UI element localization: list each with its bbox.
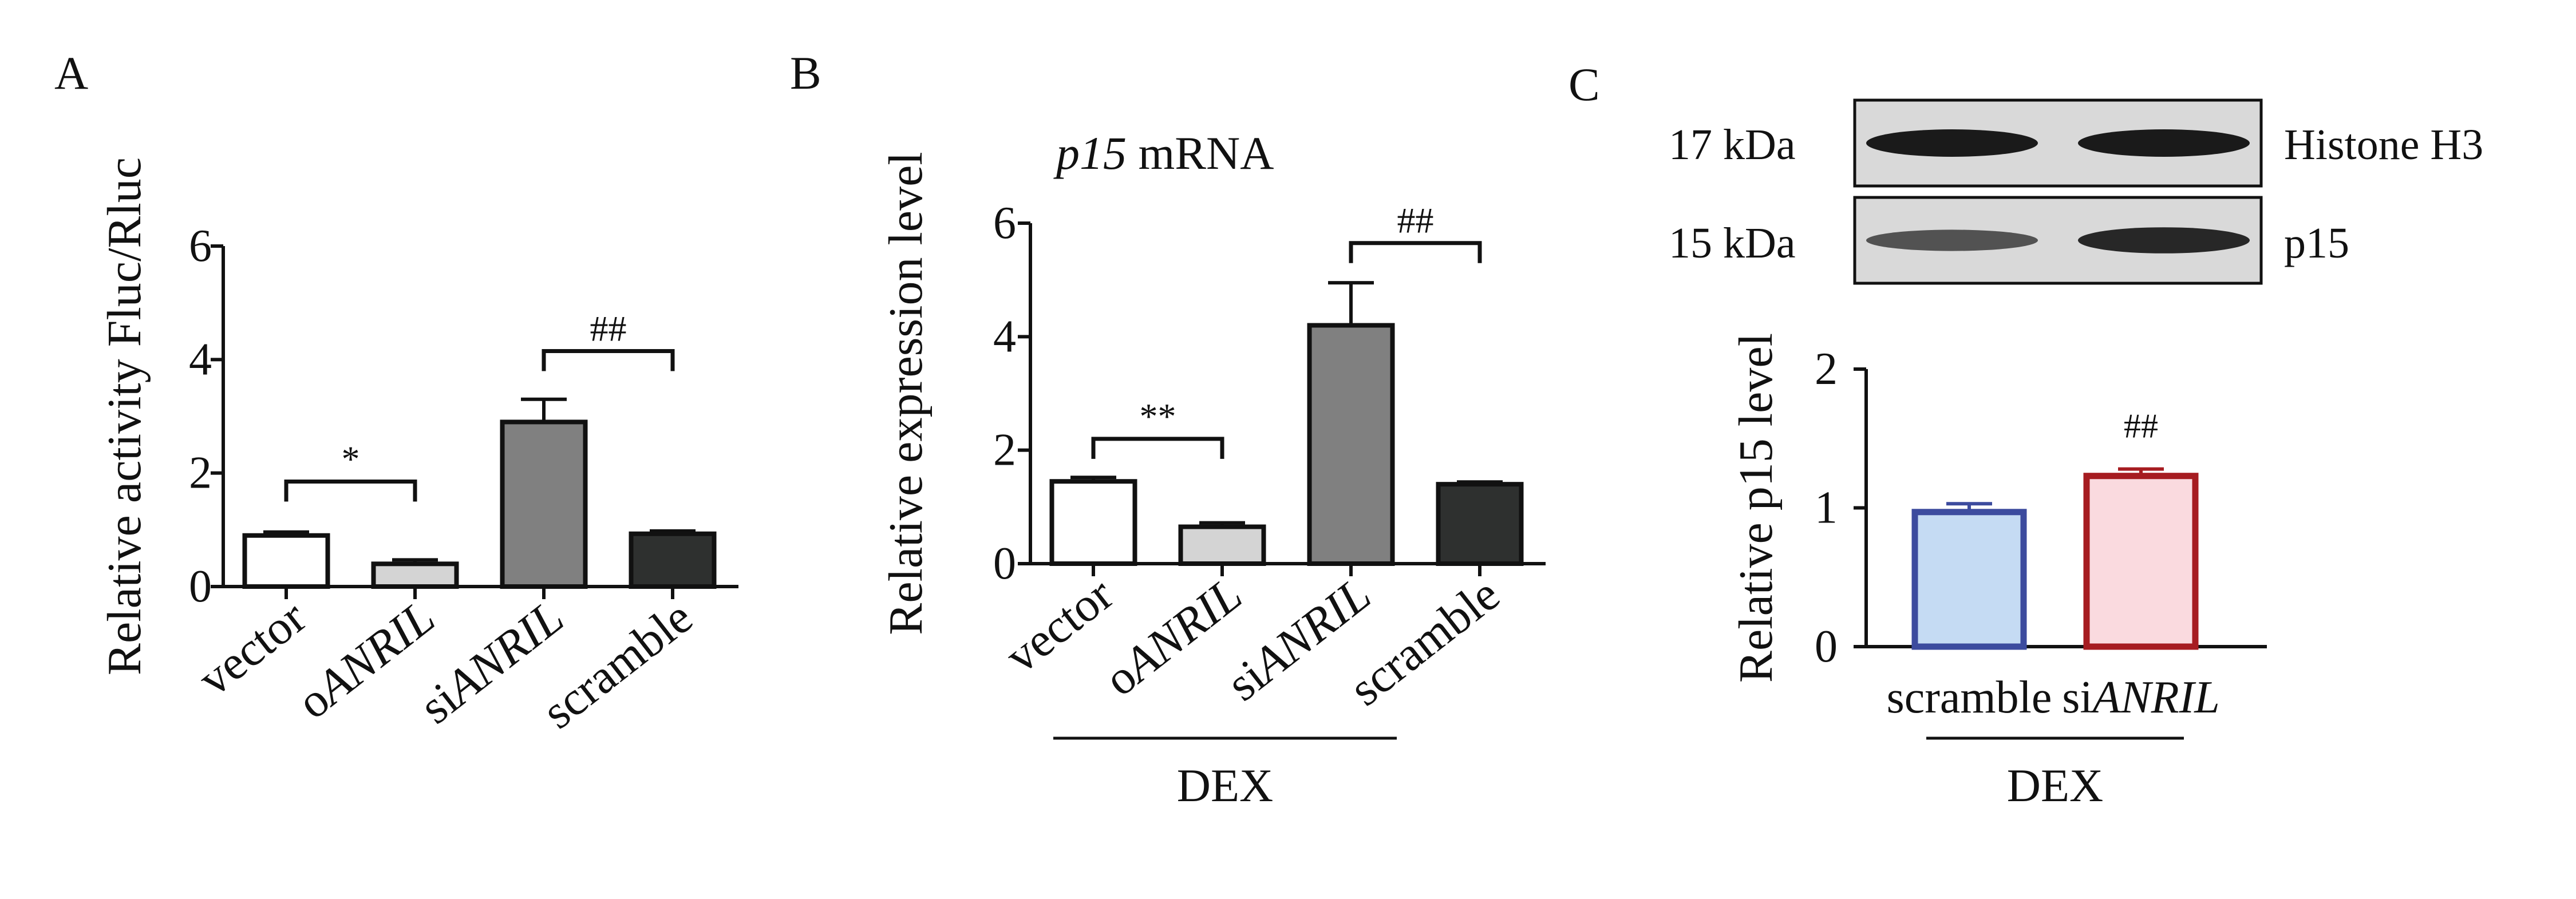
- y-tick-label: 2: [189, 448, 212, 498]
- y-tick-label: 2: [1815, 344, 1838, 394]
- y-tick-label: 2: [993, 425, 1016, 476]
- y-axis-label: Relative expression level: [879, 152, 933, 635]
- blot-band: [2078, 227, 2250, 254]
- bar-vector: [242, 533, 330, 589]
- panel-a-letter: A: [54, 47, 88, 99]
- y-axis-label: Relative activity Fluc/Rluc: [98, 157, 151, 675]
- panel-b-title-rest: mRNA: [1127, 127, 1274, 179]
- x-tick-label: scramble: [1887, 672, 2052, 723]
- y-tick-label: 1: [1815, 483, 1838, 533]
- y-tick-label: 0: [189, 561, 212, 612]
- blot-label-p15: p15: [2284, 219, 2349, 267]
- y-tick-label: 0: [1815, 621, 1838, 672]
- significance-label: *: [342, 439, 360, 480]
- x-tick-label: scramble: [533, 591, 702, 739]
- blot-label-histone-h3: Histone H3: [2284, 121, 2483, 169]
- blot-band: [1866, 229, 2038, 251]
- significance-label: ##: [2124, 407, 2158, 445]
- bar-scramble: [1911, 509, 2027, 650]
- x-tick-label: oANRIL: [287, 591, 444, 730]
- y-tick-label: 6: [993, 198, 1016, 248]
- significance-bracket: [1091, 437, 1224, 459]
- western-blot: 17 kDa 15 kDa Histone H3 p15: [1669, 98, 2483, 285]
- bar-oanril: [1178, 524, 1266, 567]
- blot-size-17kda: 17 kDa: [1669, 121, 1796, 169]
- bar-vector: [1049, 479, 1137, 566]
- significance-bracket: [542, 348, 675, 371]
- panel-c-group-label: DEX: [2007, 759, 2104, 811]
- significance-label: ##: [590, 308, 627, 348]
- bar-sianril: [2083, 473, 2199, 650]
- bar-oanril: [371, 561, 459, 589]
- y-axis-label: Relative p15 level: [1729, 333, 1783, 683]
- significance-bracket: [284, 480, 417, 502]
- bar-scramble: [629, 531, 717, 589]
- panel-b-letter: B: [790, 47, 821, 99]
- x-tick-label: siANRIL: [2062, 672, 2220, 723]
- bar-sianril: [500, 419, 588, 589]
- blot-size-15kda: 15 kDa: [1669, 219, 1796, 267]
- panel-b-group-label: DEX: [1177, 759, 1274, 811]
- chart-panel-c: 0 1 2 Relative p15 level scramble siANRIL ##: [1729, 333, 2267, 723]
- blot-band: [1866, 129, 2038, 157]
- y-tick-label: 4: [993, 311, 1016, 362]
- bar-scramble: [1436, 482, 1524, 567]
- panel-b-title: p15 mRNA: [1053, 127, 1274, 179]
- bar-sianril: [1307, 323, 1395, 566]
- blot-band: [2078, 129, 2250, 157]
- panel-b-title-italic: p15: [1053, 127, 1127, 179]
- x-tick-label: scramble: [1340, 568, 1510, 716]
- y-tick-label: 0: [993, 538, 1016, 589]
- significance-label: **: [1140, 396, 1176, 437]
- panel-c-letter: C: [1568, 58, 1600, 110]
- y-tick-label: 4: [189, 334, 212, 385]
- y-tick-label: 6: [189, 221, 212, 271]
- significance-label: ##: [1397, 200, 1434, 241]
- x-tick-label: oANRIL: [1095, 568, 1251, 707]
- significance-bracket: [1349, 241, 1482, 263]
